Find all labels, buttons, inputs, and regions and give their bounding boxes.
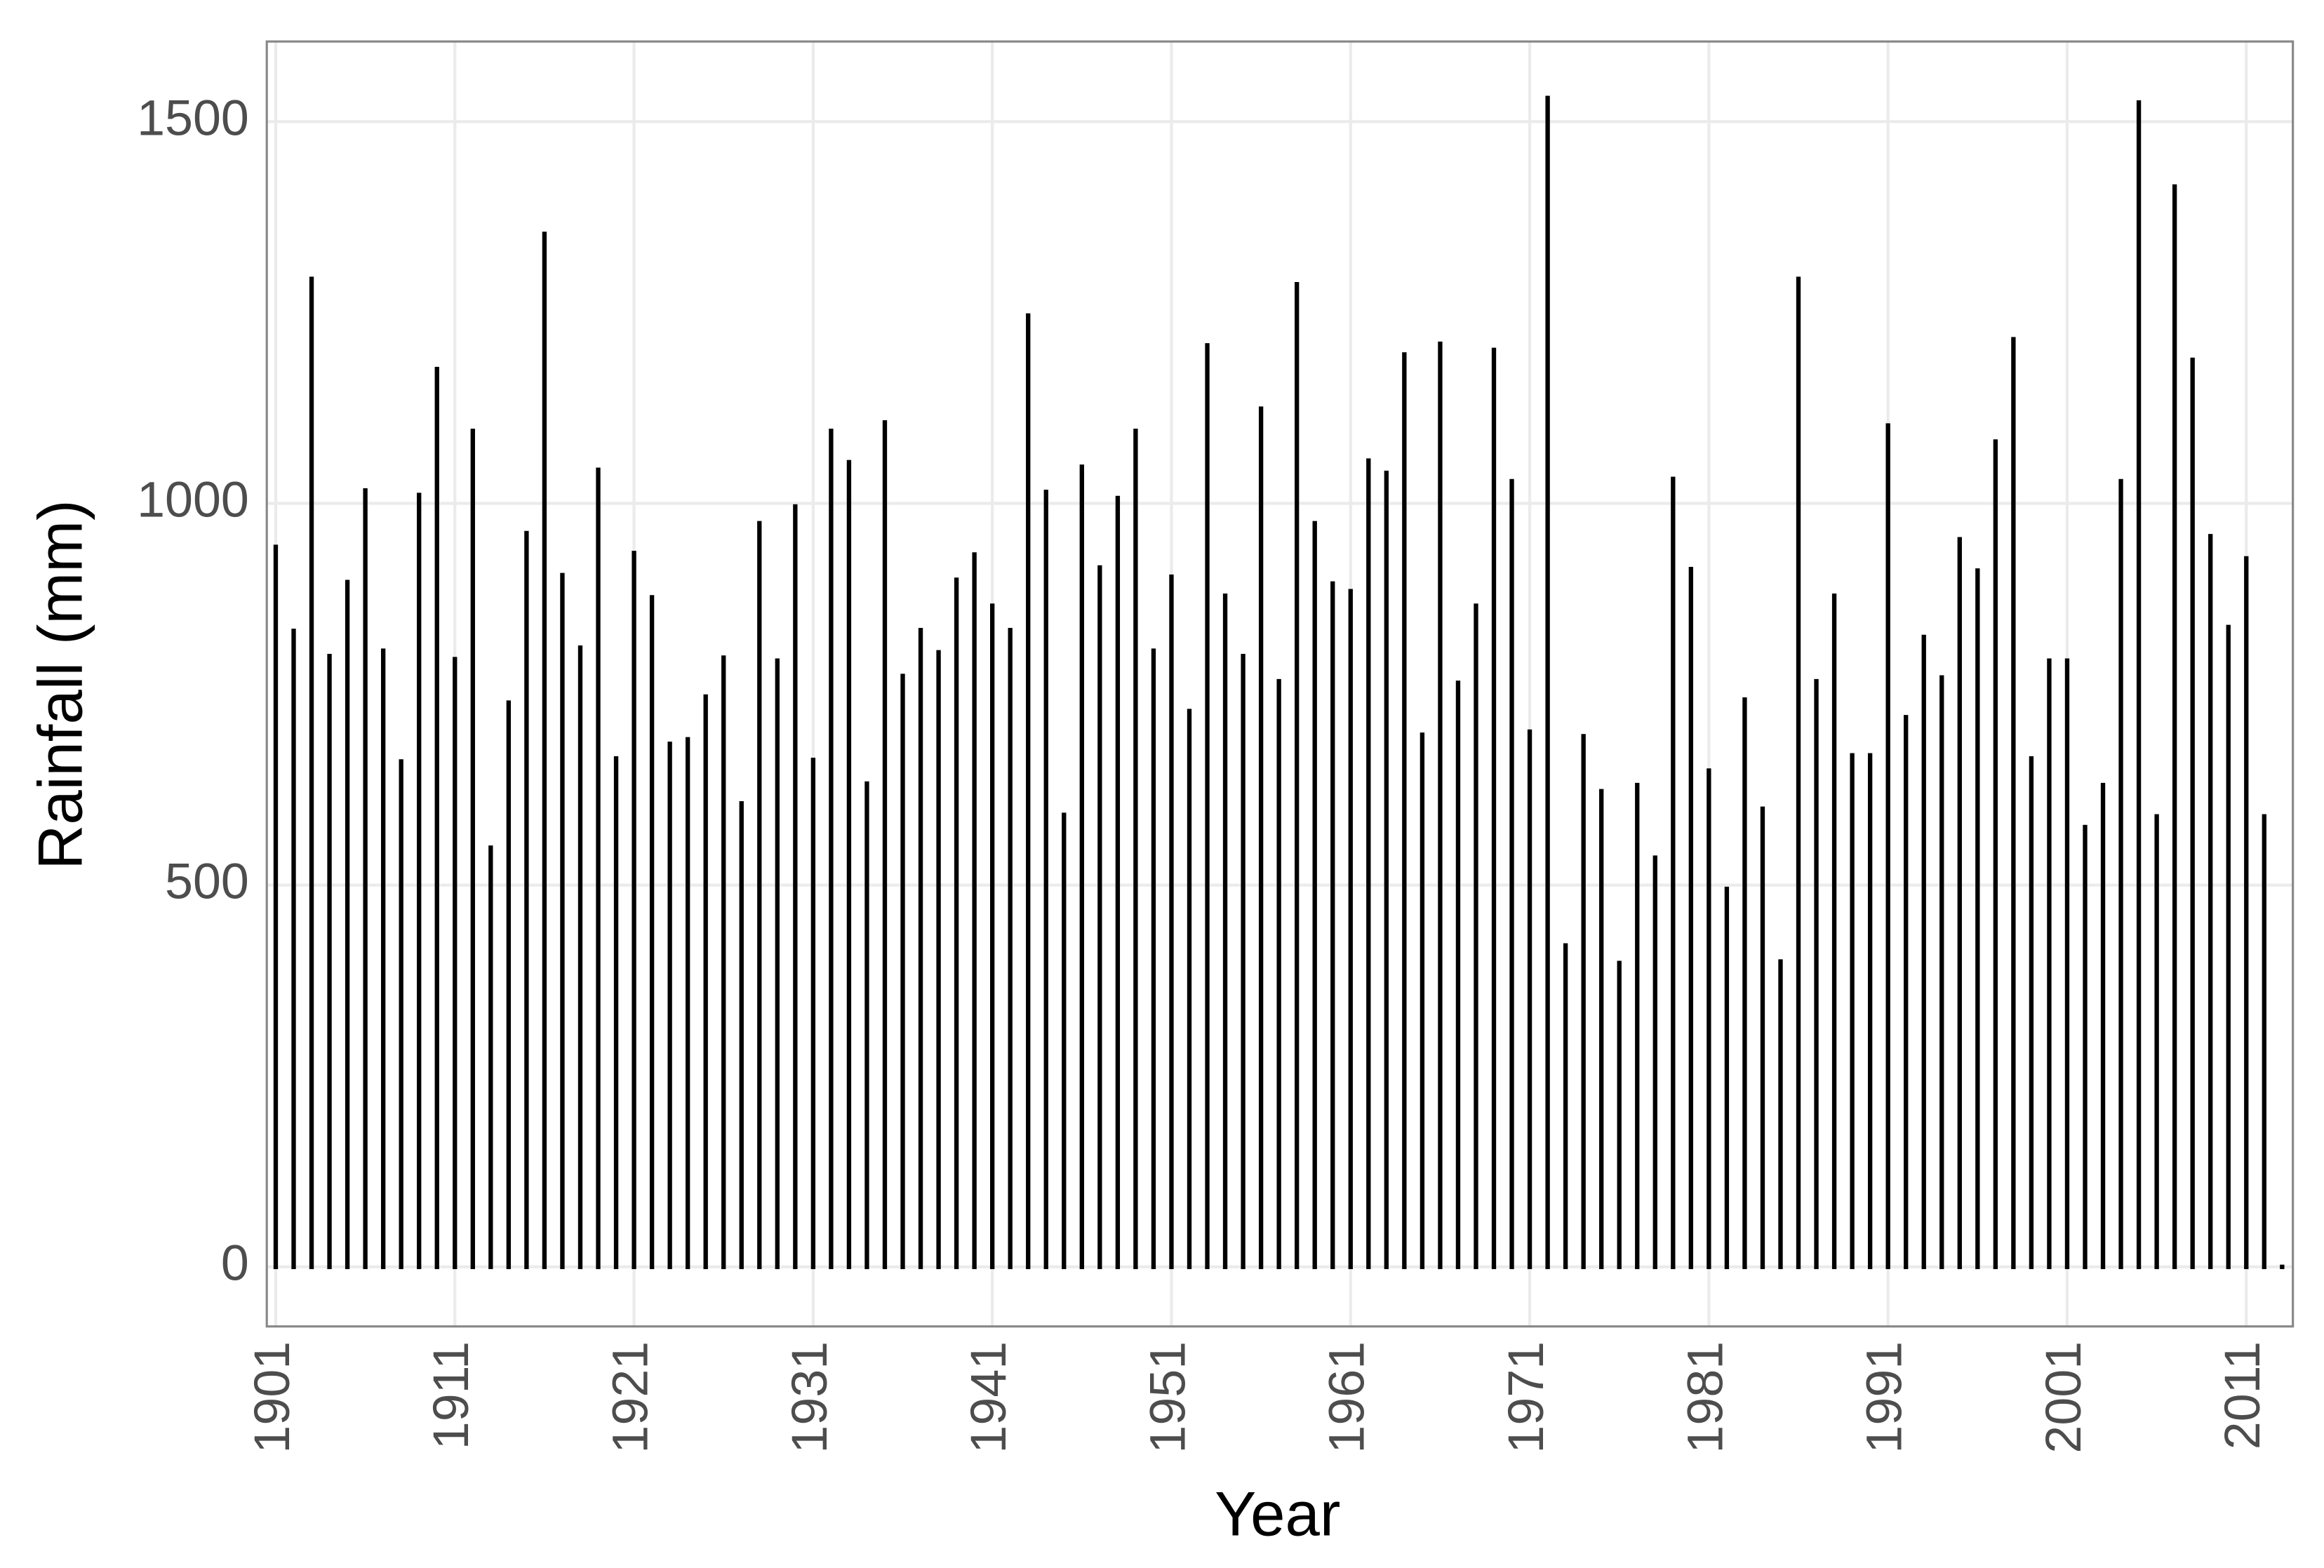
x-axis-title: Year (1215, 1480, 1340, 1549)
y-tick-label: 1500 (137, 90, 249, 146)
x-tick-label: 1941 (961, 1341, 1017, 1454)
x-tick-label: 1951 (1140, 1341, 1196, 1454)
x-tick-label: 1971 (1498, 1341, 1554, 1454)
x-tick-label: 2001 (2036, 1341, 2092, 1454)
x-tick-label: 1911 (423, 1341, 479, 1449)
x-tick-label: 1931 (782, 1341, 838, 1454)
x-tick-label: 1901 (244, 1341, 300, 1454)
x-tick-label: 1921 (603, 1341, 659, 1454)
x-tick-label: 2011 (2215, 1341, 2271, 1449)
panel-border (265, 40, 2295, 1328)
y-tick-label: 1000 (137, 472, 249, 528)
x-tick-label: 1961 (1319, 1341, 1375, 1454)
y-tick-label: 0 (221, 1235, 249, 1292)
y-axis-title: Rainfall (mm) (25, 500, 95, 869)
x-tick-label: 1991 (1857, 1341, 1913, 1454)
x-tick-label: 1981 (1677, 1341, 1733, 1454)
y-tick-label: 500 (165, 854, 249, 910)
